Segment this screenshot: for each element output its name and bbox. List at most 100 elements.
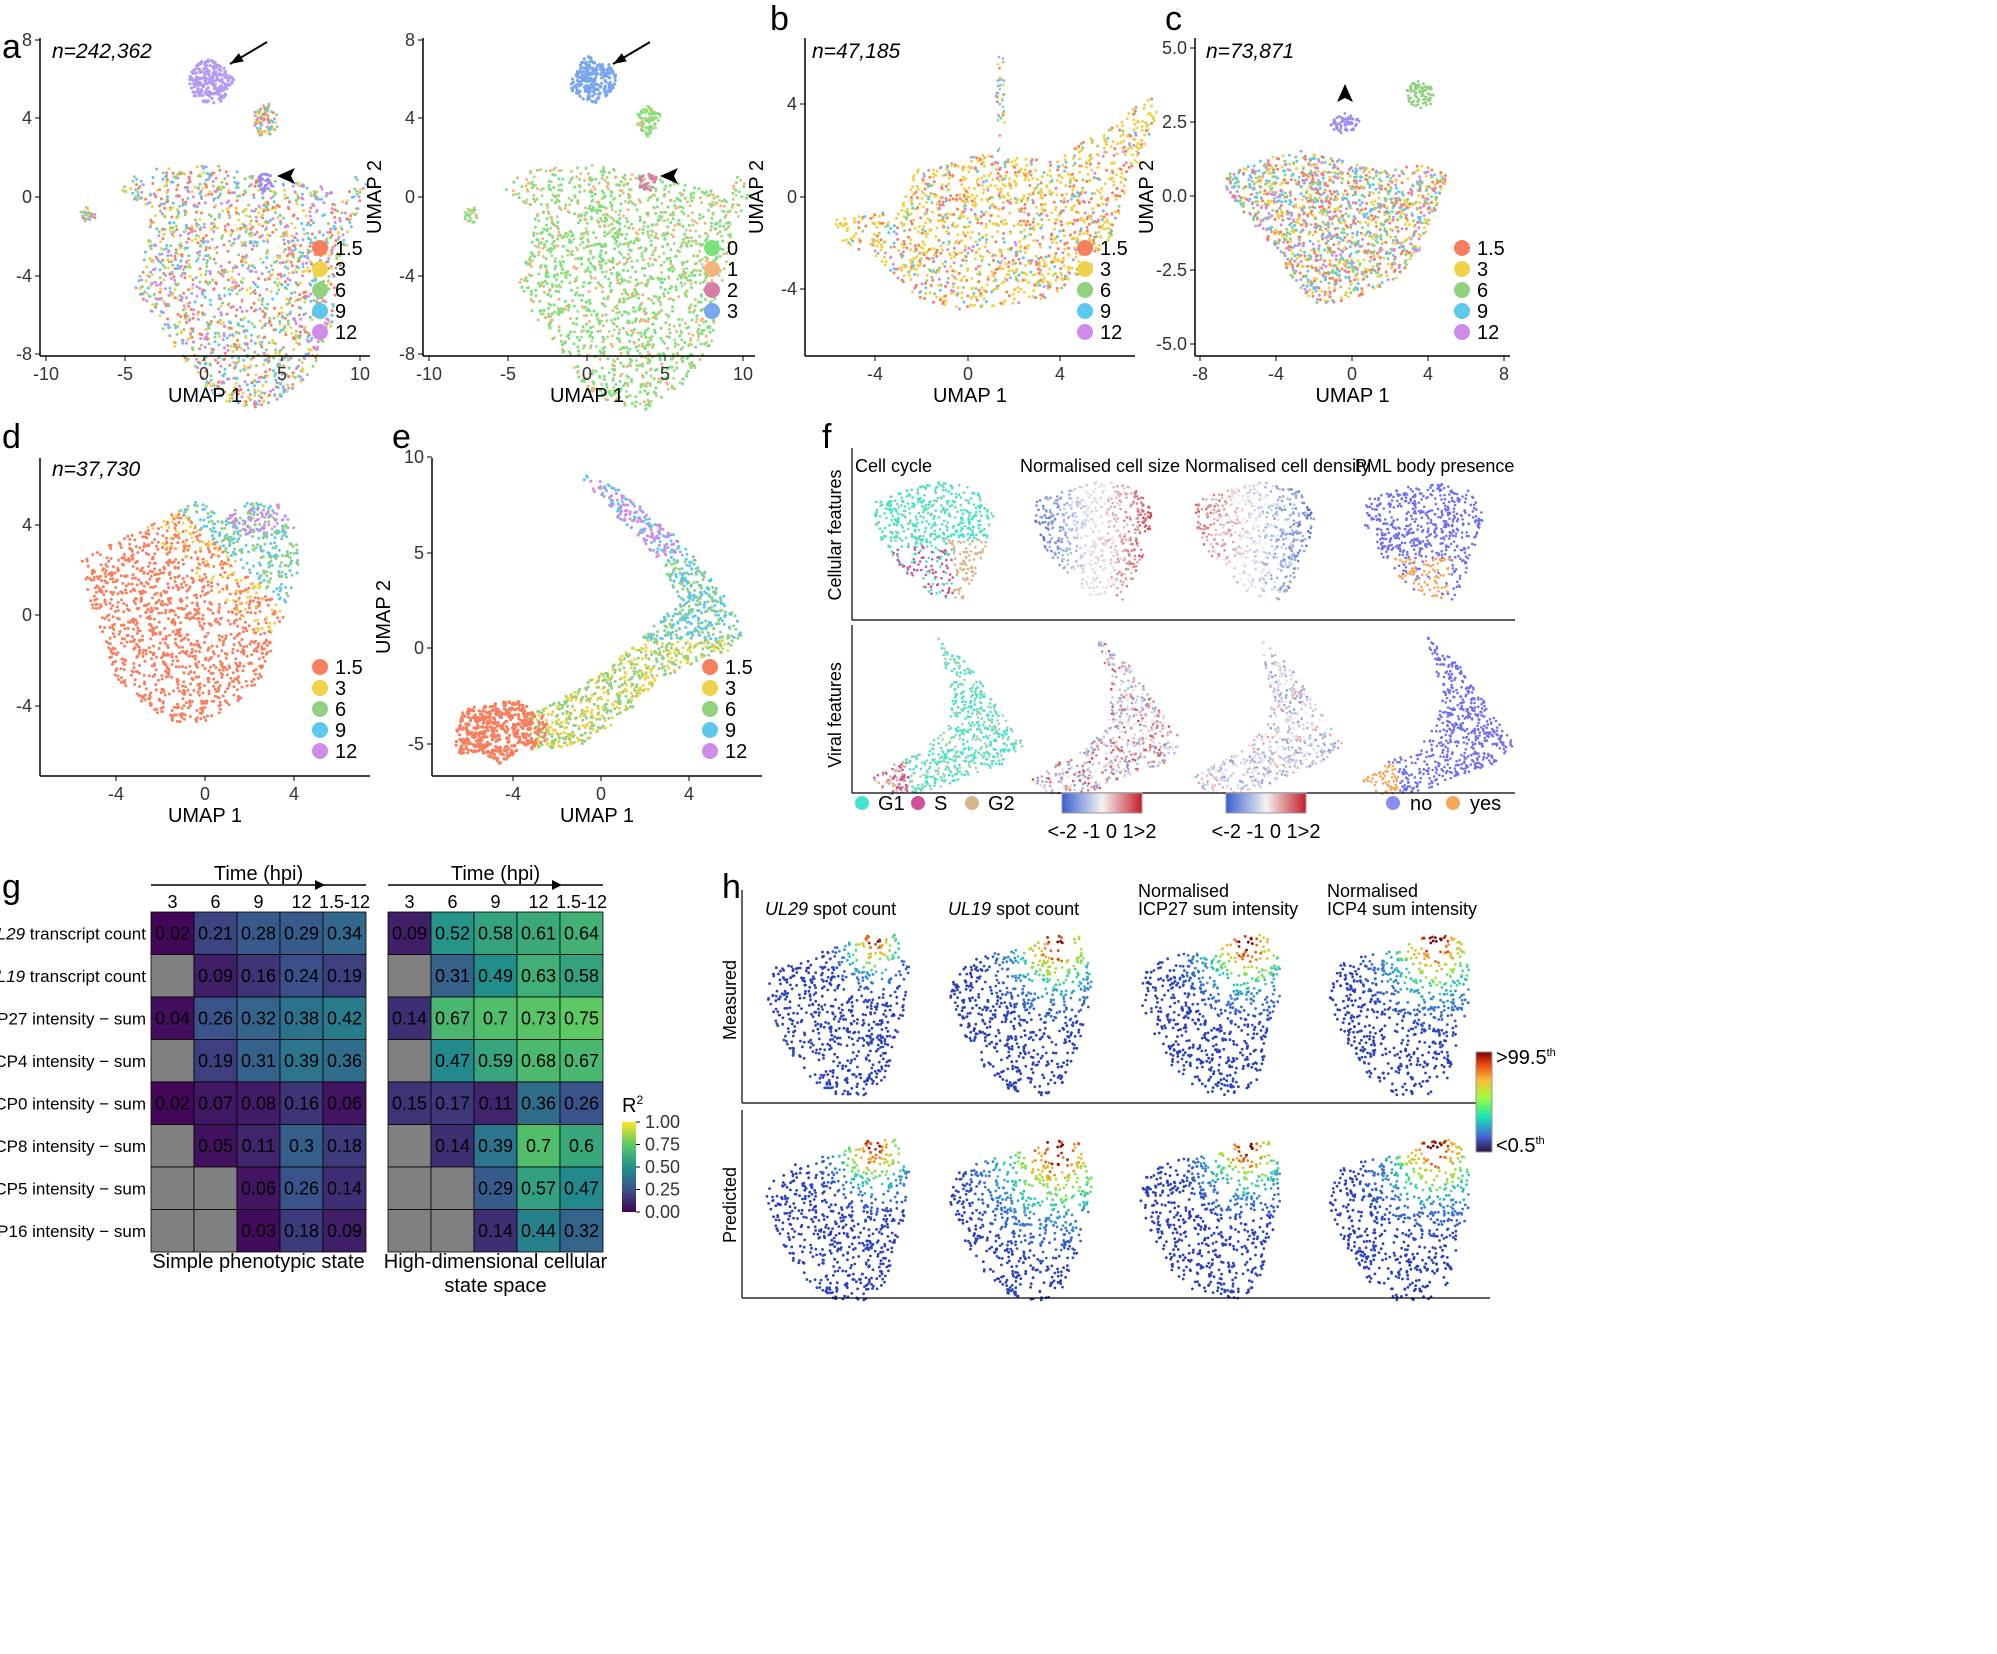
data-point (966, 305, 970, 309)
data-point (193, 364, 197, 368)
data-point (265, 238, 269, 241)
data-point (198, 61, 202, 65)
data-point (168, 208, 172, 212)
data-point (277, 352, 281, 355)
data-point (528, 257, 531, 261)
data-point (225, 312, 229, 316)
data-point (691, 223, 695, 227)
data-point (634, 284, 638, 288)
data-point (980, 176, 984, 180)
data-point (197, 201, 201, 205)
data-point (310, 232, 314, 236)
data-point (183, 186, 187, 189)
data-point (686, 369, 690, 373)
data-point (629, 177, 633, 181)
data-point (592, 67, 596, 71)
data-point (235, 170, 239, 174)
data-point (1155, 110, 1158, 114)
data-point (1143, 103, 1147, 107)
data-point (692, 191, 696, 195)
data-point (962, 300, 966, 304)
data-point (896, 276, 900, 280)
data-point (580, 330, 584, 333)
data-point (155, 257, 159, 261)
data-point (235, 199, 239, 203)
data-point (265, 125, 269, 129)
data-point (730, 205, 734, 209)
data-point (273, 393, 277, 397)
data-point (145, 273, 149, 277)
data-point (616, 278, 620, 282)
data-point (998, 174, 1002, 178)
data-point (242, 193, 245, 197)
data-point (358, 188, 362, 192)
data-point (303, 300, 307, 304)
data-point (231, 360, 235, 364)
data-point (633, 203, 637, 207)
data-point (692, 186, 696, 190)
data-point (638, 219, 642, 223)
data-point (585, 330, 589, 334)
data-point (678, 323, 682, 327)
data-point (271, 230, 275, 234)
data-point (206, 58, 210, 62)
data-point (285, 230, 288, 234)
data-point (229, 321, 233, 325)
data-point (662, 194, 666, 198)
data-point (158, 268, 162, 272)
data-point (295, 341, 299, 345)
data-point (161, 227, 164, 231)
data-point (212, 171, 216, 175)
data-point (244, 403, 248, 407)
data-point (208, 256, 212, 260)
data-point (278, 370, 282, 374)
data-point (282, 390, 286, 394)
data-point (296, 334, 300, 338)
data-point (627, 375, 630, 379)
data-point (302, 227, 306, 231)
data-point (698, 273, 702, 277)
data-point (557, 308, 561, 312)
data-point (581, 293, 585, 297)
data-point (646, 225, 650, 229)
data-point (171, 206, 174, 210)
data-point (221, 274, 225, 278)
data-point (157, 234, 161, 238)
data-point (1070, 194, 1074, 198)
data-point (1034, 254, 1038, 258)
data-point (586, 238, 590, 242)
data-point (230, 191, 234, 195)
data-point (290, 264, 294, 268)
data-point (1105, 150, 1109, 154)
data-point (635, 345, 638, 349)
data-point (673, 345, 677, 348)
data-point (643, 274, 647, 278)
data-point (253, 184, 257, 188)
data-point (637, 296, 641, 300)
data-point (195, 285, 199, 289)
data-point (290, 234, 294, 238)
data-point (583, 179, 587, 182)
data-point (680, 284, 684, 288)
data-point (84, 213, 88, 217)
data-point (1053, 256, 1057, 260)
data-point (287, 207, 291, 211)
data-point (585, 69, 590, 73)
data-point (659, 264, 663, 268)
data-point (556, 227, 560, 231)
data-point (663, 237, 667, 241)
data-point (643, 384, 646, 387)
data-point (638, 352, 642, 355)
data-point (203, 295, 207, 299)
data-point (180, 253, 183, 257)
data-point (1052, 237, 1056, 241)
data-point (574, 291, 578, 295)
data-point (225, 270, 229, 274)
data-point (266, 208, 270, 212)
data-point (299, 244, 303, 248)
data-point (269, 323, 273, 327)
data-point (576, 371, 579, 375)
data-point (622, 182, 626, 186)
data-point (963, 200, 967, 204)
data-point (204, 327, 208, 331)
